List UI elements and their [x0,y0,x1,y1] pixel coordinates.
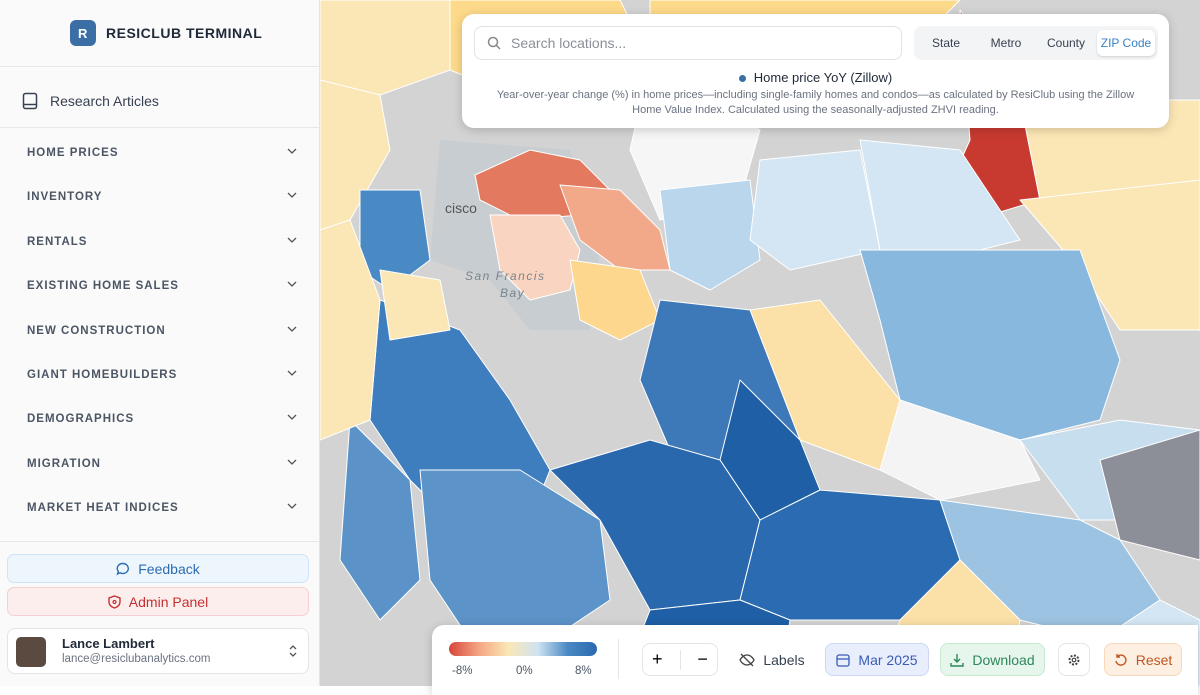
download-icon [950,653,965,667]
menu-label: DEMOGRAPHICS [27,413,135,426]
menu-item[interactable]: DEMOGRAPHICS [27,413,297,425]
legend-title-row: Home price YoY (Zillow) [462,70,1169,85]
shield-icon [108,594,121,609]
labels-button[interactable]: Labels [732,643,812,676]
legend-title: Home price YoY (Zillow) [753,70,893,85]
user-card[interactable]: Lance Lambert lance@resiclubanalytics.co… [7,628,309,674]
download-button[interactable]: Download [940,643,1045,676]
scale-label: -8% [452,665,473,677]
chevron [287,503,297,510]
divider [0,127,320,128]
admin-button[interactable]: Admin Panel [7,587,309,616]
map-label: San Francis [465,269,546,283]
brand-name: RESICLUB TERMINAL [106,25,263,41]
search-input[interactable]: Search locations... [474,26,902,60]
chevron [287,326,297,332]
reset-icon [1115,653,1127,666]
reset-button[interactable]: Reset [1104,643,1182,676]
chat-icon [116,562,130,575]
user-name: Lance Lambert [62,636,155,651]
tab[interactable]: County [1046,36,1086,50]
tab[interactable]: ZIP Code [1097,30,1155,56]
chevron [287,192,297,199]
menu-label: INVENTORY [27,191,103,204]
menu-item[interactable]: HOME PRICES [27,147,297,159]
separator [618,639,619,679]
map-label: Bay [500,286,525,300]
menu-item[interactable]: NEW CONSTRUCTION [27,325,297,337]
zoom-out[interactable]: − [697,649,708,669]
settings-button[interactable] [1058,643,1090,676]
menu-item[interactable]: EXISTING HOME SALES [27,280,297,292]
download-label: Download [972,651,1035,668]
expand-icon [289,645,297,657]
menu-label: EXISTING HOME SALES [27,280,179,293]
top-panel: Search locations... State Metro County ZIP … [462,14,1169,128]
scale-label: 0% [516,665,533,677]
brand[interactable]: R RESICLUB TERMINAL [70,20,262,46]
admin-label: Admin Panel [128,593,209,610]
search-placeholder: Search locations... [511,35,627,51]
avatar [16,637,46,667]
chevron [287,237,297,243]
logo: R [70,20,96,46]
chevron [287,370,297,376]
date-button[interactable]: Mar 2025 [825,643,929,676]
research-label: Research Articles [50,93,159,109]
reset-label: Reset [1135,651,1173,668]
map-label: cisco [445,200,477,216]
menu-label: MARKET HEAT INDICES [27,502,179,515]
description: Year-over-year change (%) in home prices… [496,89,1135,116]
divider [0,541,320,542]
tab[interactable]: Metro [990,36,1022,50]
zoom-controls: + − [642,643,718,676]
menu-item[interactable]: MIGRATION [27,458,297,470]
menu-item[interactable]: RENTALS [27,236,297,248]
search-icon [487,36,501,50]
chevron [287,459,297,465]
level-tabs: State Metro County ZIP Code [914,26,1158,60]
scale-label: 8% [575,665,592,677]
menu-item[interactable]: INVENTORY [27,191,297,203]
labels-label: Labels [763,651,805,668]
menu-item[interactable]: MARKET HEAT INDICES [27,502,297,514]
chevron [287,414,297,421]
calendar-icon [836,653,851,667]
feedback-label: Feedback [138,560,200,577]
zoom-in[interactable]: + [652,649,663,669]
color-scale [449,642,597,656]
chevron [287,148,297,154]
tab[interactable]: State [931,36,961,50]
legend-dot [738,75,746,83]
user-email: lance@resiclubanalytics.com [62,653,211,665]
menu-item[interactable]: GIANT HOMEBUILDERS [27,369,297,381]
eye-off-icon [739,653,756,666]
feedback-button[interactable]: Feedback [7,554,309,583]
bottom-bar: -8% 0% 8% + − Labels Mar 2025 Download Re… [432,625,1198,695]
menu-label: NEW CONSTRUCTION [27,324,166,337]
research-link[interactable]: Research Articles [22,92,159,110]
menu-label: GIANT HOMEBUILDERS [27,369,178,381]
divider [0,66,320,67]
sidebar: R RESICLUB TERMINAL Research Articles HOM… [0,0,320,686]
menu-label: MIGRATION [27,457,101,470]
book-icon [22,92,38,110]
chevron [287,281,297,288]
menu-label: RENTALS [27,235,88,248]
gear-icon [1068,654,1080,665]
date-label: Mar 2025 [858,651,918,668]
menu-label: HOME PRICES [27,147,119,159]
